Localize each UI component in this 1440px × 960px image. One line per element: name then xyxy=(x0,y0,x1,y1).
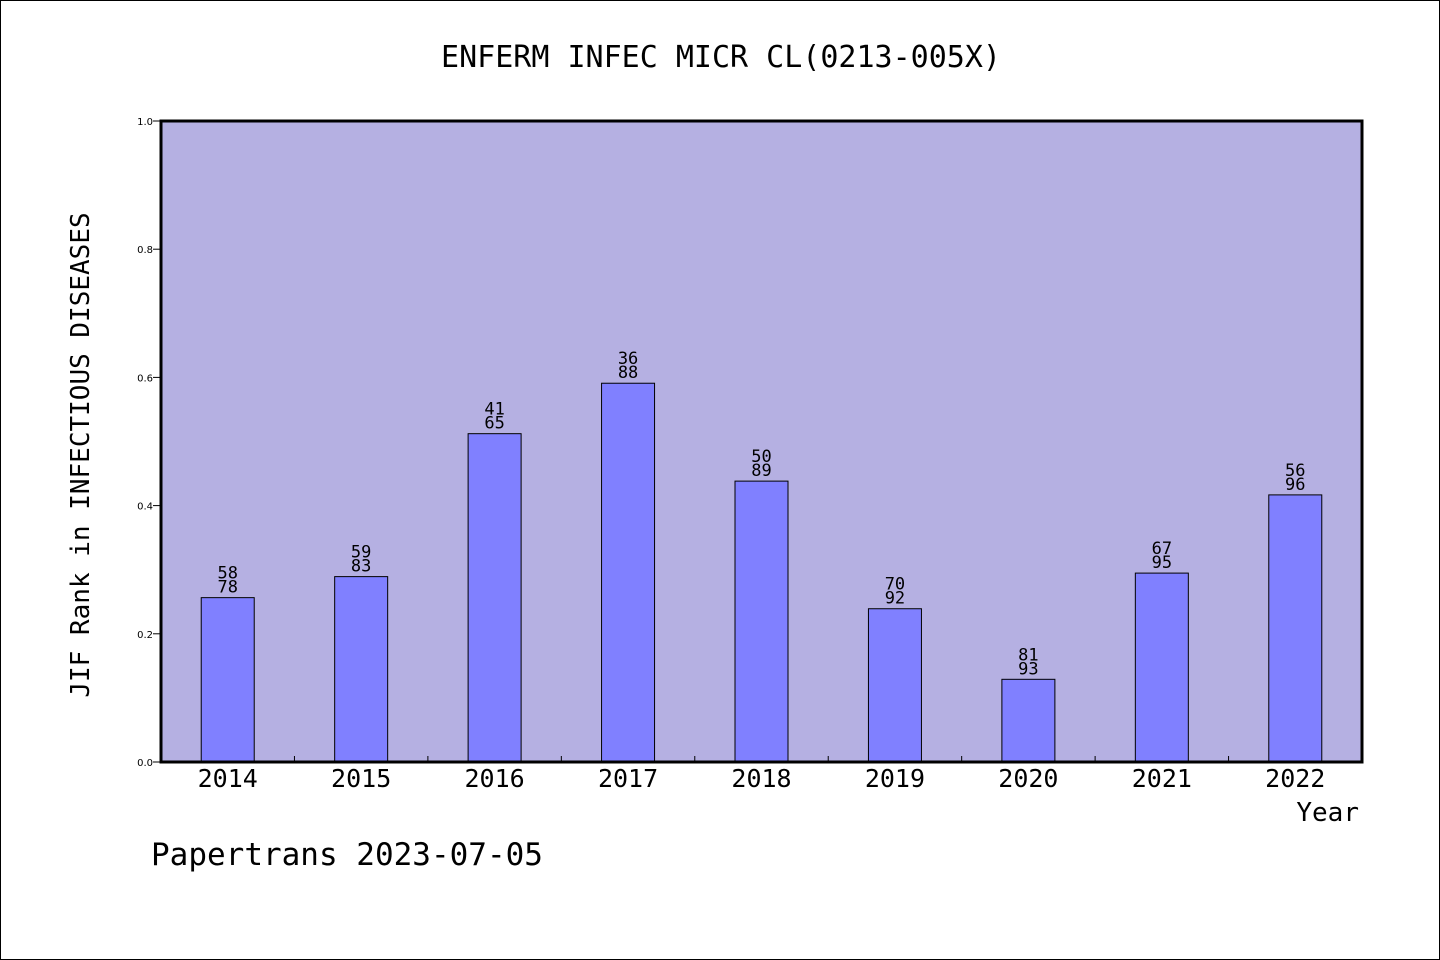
y-axis-ticks: 0.0 0.2 0.4 0.6 0.8 1.0 xyxy=(137,117,161,769)
bar-label-rank: 36 xyxy=(618,349,638,369)
x-tick-label: 2020 xyxy=(998,764,1058,793)
footer-text: Papertrans 2023-07-05 xyxy=(151,837,543,873)
bar-label-rank: 58 xyxy=(217,564,237,584)
bar-label-total: 93 xyxy=(1018,659,1038,679)
bar-label-rank: 56 xyxy=(1285,461,1305,481)
bar-label-total: 89 xyxy=(751,461,771,481)
bar-2017 xyxy=(601,382,656,763)
x-tick-label: 2014 xyxy=(198,764,258,793)
y-tick-label: 0.8 xyxy=(137,245,153,256)
x-tick-label: 2019 xyxy=(865,764,925,793)
x-tick-label: 2016 xyxy=(465,764,525,793)
bar-2022 xyxy=(1268,494,1323,763)
bar-label-rank: 70 xyxy=(885,575,905,595)
chart-title: ENFERM INFEC MICR CL(0213-005X) xyxy=(441,40,1001,75)
x-tick-label: 2015 xyxy=(331,764,391,793)
bar-2015 xyxy=(334,576,389,763)
bar-label-total: 96 xyxy=(1285,475,1305,495)
bar-label-total: 65 xyxy=(484,414,504,434)
bar-label-rank: 59 xyxy=(351,543,371,563)
x-tick-label: 2017 xyxy=(598,764,658,793)
x-tick-label: 2021 xyxy=(1132,764,1192,793)
bar-2018 xyxy=(734,480,789,763)
bar-label-total: 92 xyxy=(885,589,905,609)
bar-label-total: 83 xyxy=(351,557,371,577)
bar-label-rank: 67 xyxy=(1152,539,1172,559)
x-axis-title: Year xyxy=(1296,798,1359,828)
bar-2021 xyxy=(1134,572,1189,763)
y-tick-label: 0.6 xyxy=(137,373,153,384)
bar-2014 xyxy=(200,597,255,763)
bar-label-rank: 41 xyxy=(484,400,504,420)
bar-label-rank: 50 xyxy=(751,447,771,467)
bar-2020 xyxy=(1001,678,1056,763)
x-tick-label: 2022 xyxy=(1265,764,1325,793)
y-axis-title: JIF Rank in INFECTIOUS DISEASES xyxy=(66,212,96,697)
plot-border xyxy=(159,119,1364,764)
bars-group xyxy=(200,382,1323,763)
y-tick-label: 0.4 xyxy=(137,502,153,513)
bar-label-total: 78 xyxy=(217,578,237,598)
bar-2019 xyxy=(867,608,922,763)
y-tick-label: 1.0 xyxy=(137,117,153,128)
bar-label-rank: 81 xyxy=(1018,645,1038,665)
bar-label-total: 95 xyxy=(1152,553,1172,573)
y-tick-label: 0.0 xyxy=(137,758,153,769)
bar-2016 xyxy=(467,433,522,763)
y-tick-label: 0.2 xyxy=(137,630,153,641)
bar-label-total: 88 xyxy=(618,363,638,383)
x-tick-label: 2018 xyxy=(731,764,791,793)
x-axis-labels: 2014 2015 2016 2017 2018 2019 2020 2021 2022 xyxy=(198,764,1326,793)
